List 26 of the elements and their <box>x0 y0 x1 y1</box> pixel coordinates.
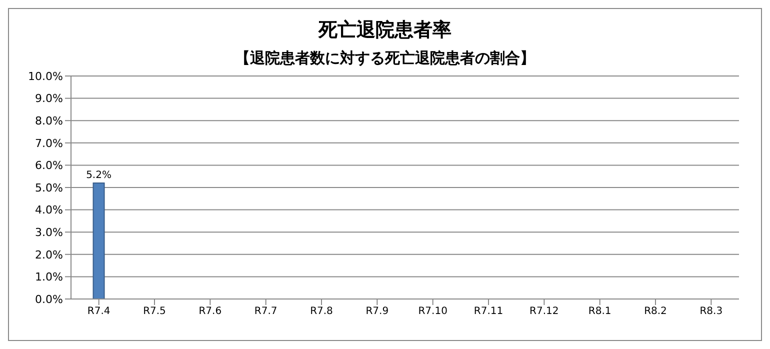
x-tick-label: R7.5 <box>143 306 166 318</box>
data-label: 5.2% <box>86 170 112 182</box>
x-tick-label: R7.4 <box>87 306 110 318</box>
x-tick-label: R7.7 <box>254 306 278 318</box>
y-tick-label: 5.0% <box>35 181 63 194</box>
x-tick-label: R7.12 <box>530 306 559 318</box>
y-tick-label: 6.0% <box>35 159 63 172</box>
x-tick-label: R7.6 <box>198 306 222 318</box>
y-tick-label: 9.0% <box>35 92 63 106</box>
y-tick-label: 3.0% <box>35 226 63 240</box>
chart-subtitle: 【退院患者数に対する死亡退院患者の割合】 <box>234 49 536 68</box>
x-tick-label: R8.2 <box>644 306 667 318</box>
y-tick-label: 10.0% <box>28 70 63 83</box>
x-tick-label: R7.11 <box>474 306 504 318</box>
x-tick-label: R8.1 <box>588 306 612 318</box>
y-tick-label: 8.0% <box>35 114 63 128</box>
y-tick-label: 1.0% <box>35 270 63 284</box>
chart-title: 死亡退院患者率 <box>317 18 452 43</box>
y-tick-label: 0.0% <box>35 292 63 306</box>
x-tick-label: R7.10 <box>418 306 448 318</box>
x-tick-label: R7.9 <box>366 306 389 318</box>
y-tick-label: 2.0% <box>35 248 63 262</box>
x-tick-label: R8.3 <box>700 306 723 318</box>
y-tick-label: 7.0% <box>35 136 63 150</box>
x-tick-label: R7.8 <box>310 306 333 318</box>
y-tick-label: 4.0% <box>35 204 63 217</box>
